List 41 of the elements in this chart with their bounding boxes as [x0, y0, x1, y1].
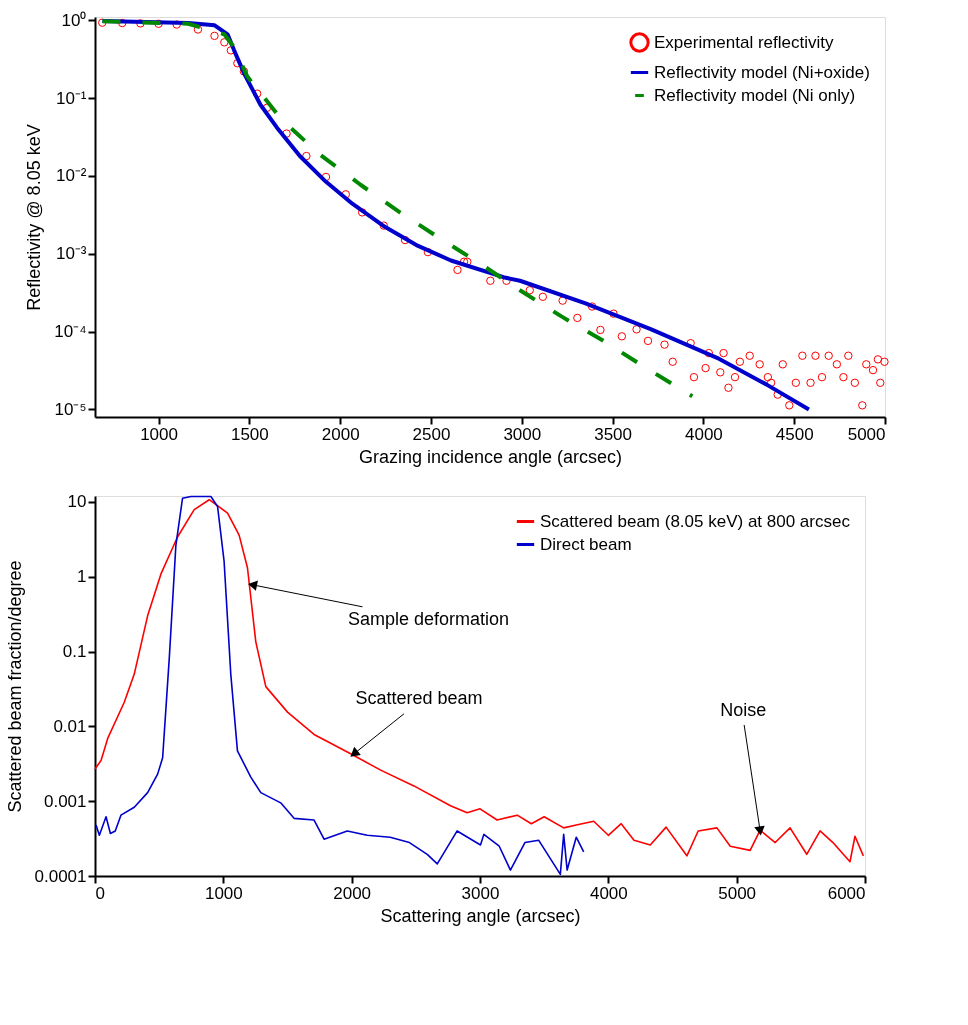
x-axis-title: Scattering angle (arcsec) [380, 905, 581, 926]
x-tick-label: 3000 [461, 883, 500, 903]
x-tick-label: 0 [95, 883, 105, 903]
legend-label: Experimental reflectivity [654, 32, 834, 52]
annotation: Sample deformation [347, 608, 510, 629]
legend-label: Reflectivity model (Ni only) [654, 85, 856, 105]
y-axis-title: Reflectivity @ 8.05 keV [24, 124, 45, 311]
legend-label: Direct beam [540, 534, 632, 554]
line-series [94, 498, 865, 863]
x-tick-label: 1000 [204, 883, 243, 903]
x-tick-label: 3500 [594, 424, 632, 444]
y-tick-label: 0.0001 [34, 866, 87, 886]
x-tick-label: 3000 [503, 424, 542, 444]
y-tick-label: 10⁻³ [55, 244, 87, 264]
x-tick-label: 2000 [321, 424, 360, 444]
annotation: Noise [720, 699, 767, 720]
y-tick-label: 10 [67, 492, 87, 512]
x-tick-label: 4500 [775, 424, 814, 444]
x-tick-label: 5000 [718, 883, 757, 903]
x-tick-label: 5000 [847, 424, 886, 444]
y-tick-label: 0.001 [43, 791, 87, 811]
y-axis-title: Scattered beam fraction/degree [4, 560, 25, 813]
x-tick-label: 4000 [684, 424, 723, 444]
y-tick-label: 10⁰ [61, 10, 87, 30]
x-tick-label: 2000 [333, 883, 372, 903]
x-tick-label: 2500 [412, 424, 451, 444]
y-tick-label: 10⁻¹ [55, 88, 87, 108]
legend-label: Reflectivity model (Ni+oxide) [654, 62, 870, 82]
y-tick-label: 10⁻² [55, 166, 87, 186]
y-tick-label: 0.01 [53, 716, 87, 736]
y-tick-label: 1 [77, 567, 87, 587]
x-tick-label: 6000 [827, 883, 866, 903]
y-tick-label: 10⁻⁴ [54, 322, 87, 342]
x-tick-label: 1000 [140, 424, 178, 444]
x-axis-title: Grazing incidence angle (arcsec) [358, 446, 623, 467]
y-tick-label: 10⁻⁵ [54, 399, 87, 419]
annotation: Scattered beam [355, 687, 483, 708]
x-tick-label: 4000 [589, 883, 628, 903]
y-tick-label: 0.1 [62, 642, 87, 662]
legend-label: Scattered beam (8.05 keV) at 800 arcsec [540, 511, 851, 531]
x-tick-label: 1500 [230, 424, 269, 444]
